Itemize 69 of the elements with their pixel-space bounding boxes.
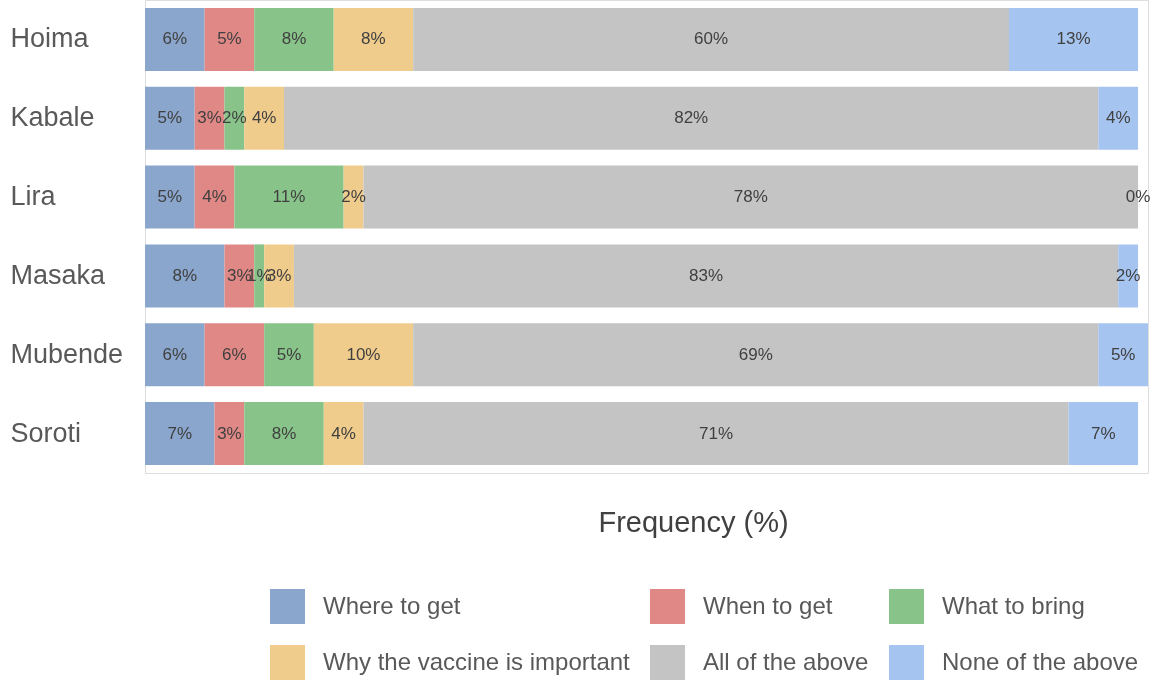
data-label: 71% xyxy=(699,423,734,443)
y-tick-label: Lira xyxy=(10,181,57,212)
bar xyxy=(145,7,205,71)
bar xyxy=(145,323,205,387)
y-tick-label: Masaka xyxy=(10,259,107,290)
bar xyxy=(145,244,225,308)
legend-label: Where to get xyxy=(323,591,461,619)
bar xyxy=(1068,402,1139,466)
x-axis-title: Frequency (%) xyxy=(598,505,789,538)
y-tick-label: Hoima xyxy=(10,23,90,54)
bar xyxy=(234,165,344,229)
data-label: 5% xyxy=(1110,344,1136,364)
data-label: 6% xyxy=(162,344,188,364)
data-label: 3% xyxy=(217,423,242,443)
data-label: 69% xyxy=(738,344,773,364)
data-label: 11% xyxy=(272,187,306,207)
legend-label: Why the vaccine is important xyxy=(323,647,631,675)
data-label: 5% xyxy=(217,29,242,49)
data-label: 8% xyxy=(271,423,297,443)
bar xyxy=(1098,86,1139,150)
bar xyxy=(363,402,1069,466)
bar xyxy=(145,402,215,466)
bar xyxy=(323,402,364,466)
data-label: 2% xyxy=(1115,265,1141,285)
y-tick-label: Kabale xyxy=(10,102,95,133)
data-label: 5% xyxy=(276,344,302,364)
data-label: 82% xyxy=(674,108,709,128)
data-label: 6% xyxy=(222,344,247,364)
data-label: 7% xyxy=(1091,423,1116,443)
bar xyxy=(145,165,195,229)
bar xyxy=(204,7,255,71)
bar xyxy=(413,323,1099,387)
bar xyxy=(254,7,334,71)
legend-label: When to get xyxy=(703,591,833,619)
data-label: 7% xyxy=(167,423,193,443)
y-tick-label: Soroti xyxy=(10,417,82,448)
data-label: 8% xyxy=(281,29,307,49)
bar xyxy=(1098,323,1148,387)
bar xyxy=(244,402,324,466)
data-label: 10% xyxy=(346,344,381,364)
bar xyxy=(264,323,314,387)
data-label: 8% xyxy=(361,29,386,49)
bar xyxy=(313,323,414,387)
data-label: 60% xyxy=(694,29,729,49)
legend-label: All of the above xyxy=(703,647,869,675)
data-label: 83% xyxy=(689,265,724,285)
bar xyxy=(284,86,1099,150)
data-label: 8% xyxy=(172,265,198,285)
data-label: 4% xyxy=(1105,108,1131,128)
data-label: 5% xyxy=(157,108,183,128)
bar xyxy=(333,7,414,71)
data-label: 6% xyxy=(162,29,188,49)
bar xyxy=(1008,7,1139,71)
data-label: 4% xyxy=(202,187,227,207)
bar xyxy=(194,165,235,229)
data-label: 13% xyxy=(1056,29,1091,49)
bar xyxy=(244,86,285,150)
y-tick-label: Mubende xyxy=(10,338,124,369)
data-label: 78% xyxy=(733,187,768,207)
data-label: 0% xyxy=(1125,187,1151,207)
bar xyxy=(413,7,1009,71)
bar xyxy=(145,86,195,150)
legend-label: What to bring xyxy=(942,591,1085,619)
data-label: 3% xyxy=(197,108,222,128)
data-label: 4% xyxy=(251,108,277,128)
legend-label: None of the above xyxy=(942,647,1139,675)
data-label: 5% xyxy=(157,187,183,207)
data-label: 4% xyxy=(331,423,356,443)
bar xyxy=(204,323,265,387)
